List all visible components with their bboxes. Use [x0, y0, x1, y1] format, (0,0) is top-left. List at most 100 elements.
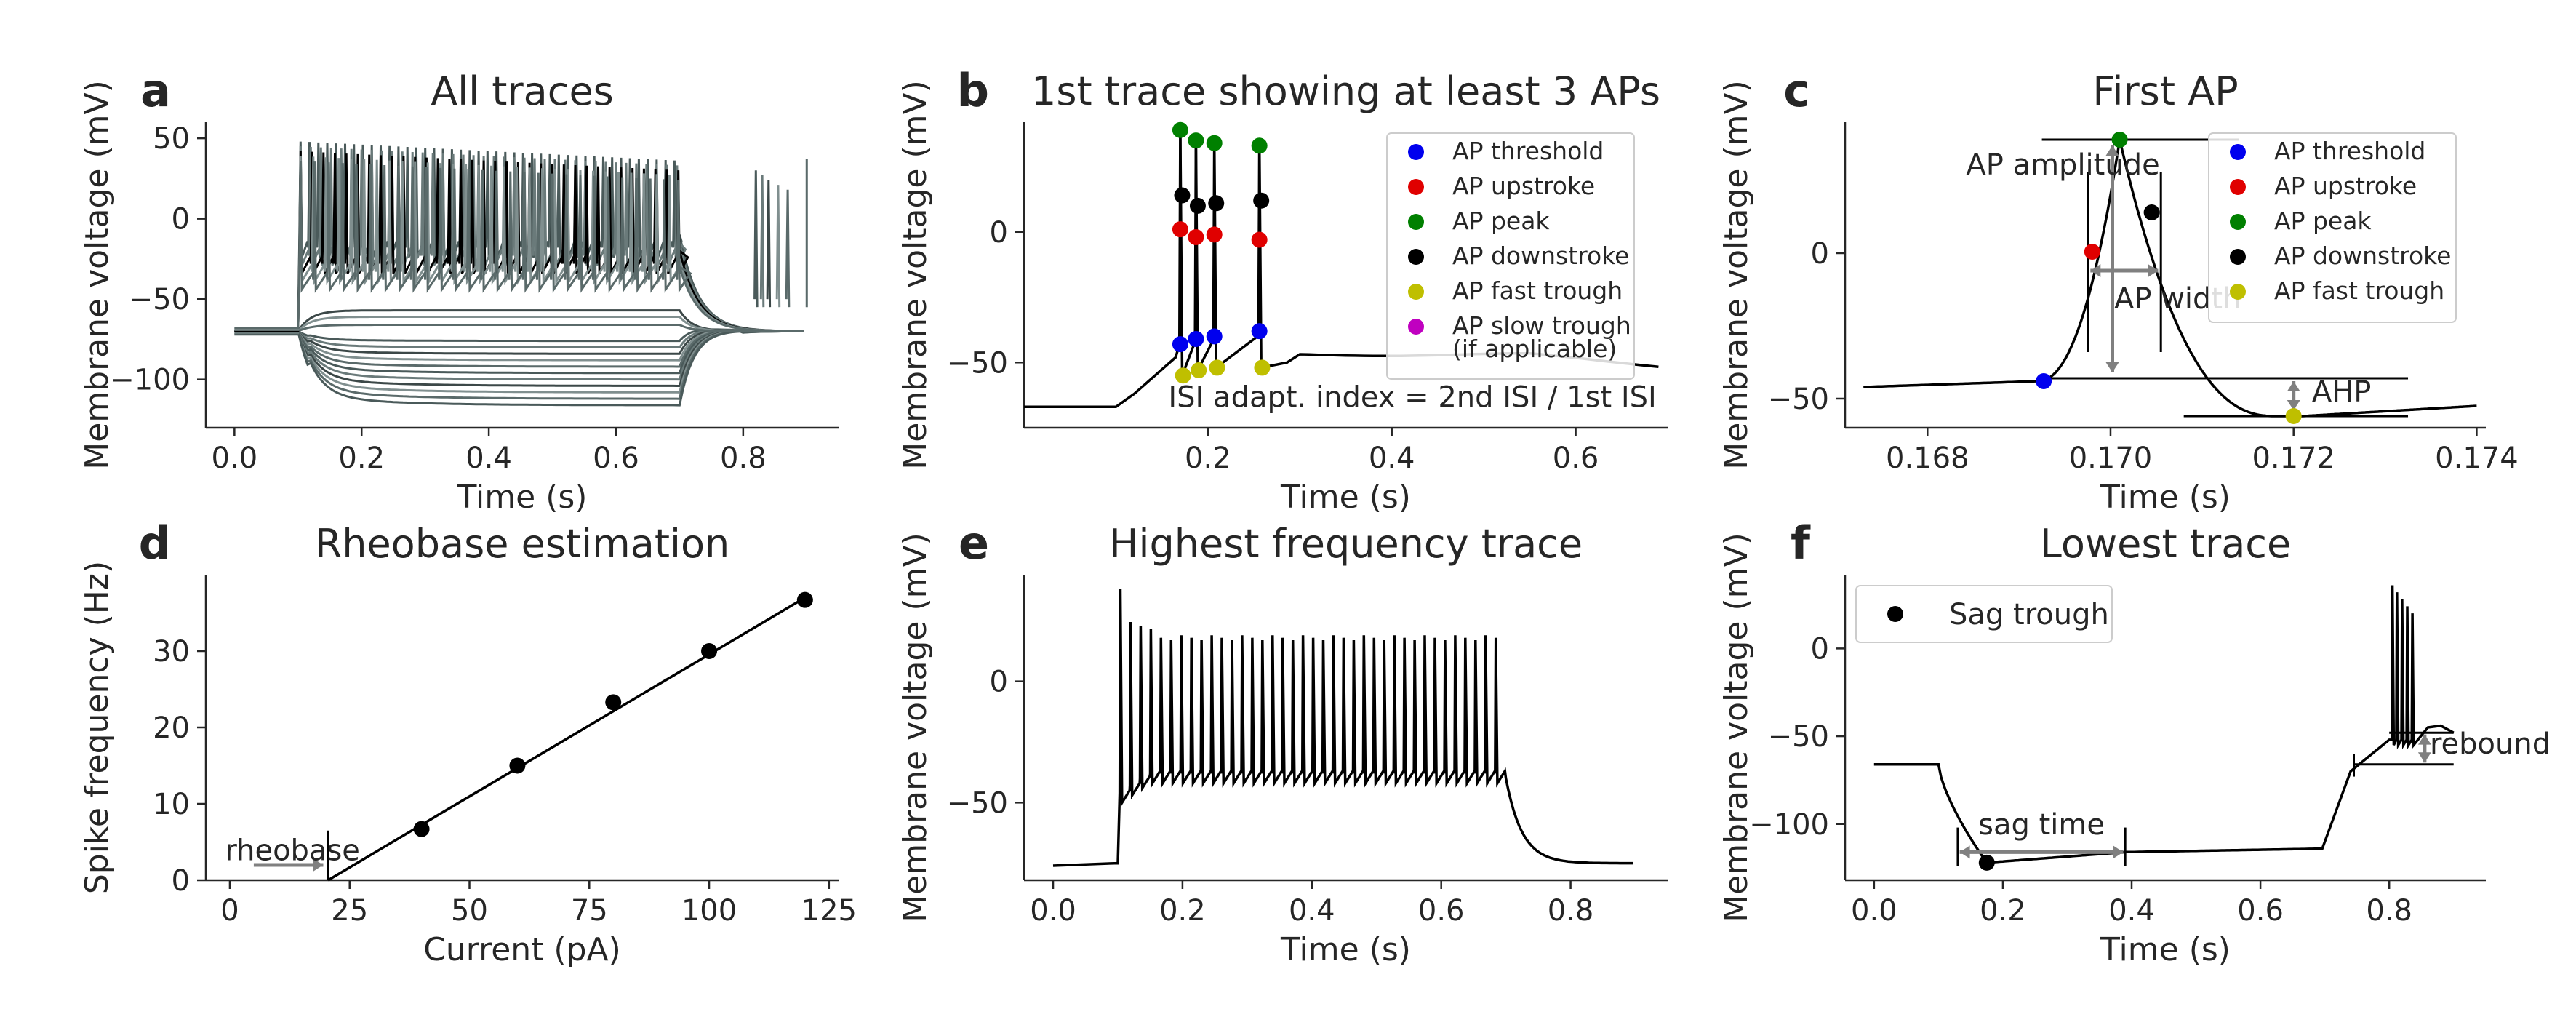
y-tick-label: −50 [1768, 383, 1829, 416]
y-tick-label: 0 [990, 216, 1008, 250]
sag-time-arrow-head-start [1959, 845, 1970, 859]
data-point [796, 591, 813, 608]
trace-line [234, 324, 804, 332]
legend-marker [1408, 179, 1424, 195]
fit-line [327, 596, 806, 882]
legend [2208, 132, 2457, 323]
sag-time-label: sag time [1978, 808, 2105, 842]
legend-label-line2: (if applicable) [1452, 335, 1617, 363]
ap-upstroke-point [1206, 226, 1223, 243]
trace-line [1052, 589, 1633, 867]
y-axis-label: Membrane voltage (mV) [1718, 80, 1755, 470]
panel-letter: e [959, 516, 989, 570]
panel-letter: a [140, 64, 171, 117]
isi-annotation: ISI adapt. index = 2nd ISI / 1st ISI [1168, 380, 1656, 414]
x-axis-label: Time (s) [2100, 931, 2231, 968]
x-tick-label: 0.8 [720, 442, 767, 475]
y-tick-label: 0 [172, 864, 190, 898]
ap-upstroke-point [1188, 228, 1204, 245]
x-axis-label: Current (pA) [423, 931, 621, 968]
ap-peak-point [2111, 132, 2128, 148]
panel-e: 0.0 0.2 0.4 0.6 0.8 −50 0 Highest frequency tra… [897, 516, 1668, 968]
y-tick-label: 30 [153, 635, 190, 669]
trace-line [1873, 585, 2455, 864]
y-tick-label: 0 [990, 666, 1008, 699]
x-tick-label: 0.2 [1980, 894, 2026, 928]
legend-label: AP upstroke [1452, 172, 1595, 200]
trace-group [234, 141, 808, 407]
legend-label: AP threshold [1452, 137, 1604, 165]
legend-marker [2230, 179, 2246, 195]
ap-downstroke-point [2143, 204, 2160, 220]
x-tick-label: 125 [801, 894, 857, 928]
x-tick-label: 0.4 [2108, 894, 2155, 928]
ap-threshold-point [1188, 330, 1204, 347]
ap-fast-trough-point [1175, 367, 1191, 384]
x-tick-label: 0.0 [212, 442, 258, 475]
x-tick-label: 0.0 [1851, 894, 1897, 928]
panel-c: 0.168 0.170 0.172 0.174 −50 0 First AP c Time (s… [1718, 64, 2519, 516]
ap-peak-point [1172, 121, 1188, 138]
y-tick-label: −100 [1749, 808, 1829, 842]
width-arrow-head-start [2090, 264, 2101, 277]
ap-threshold-point [1206, 328, 1223, 345]
x-tick-label: 0.4 [465, 442, 512, 475]
legend-marker [1408, 214, 1424, 230]
legend-label: AP slow trough [1452, 311, 1631, 340]
legend-marker [2230, 144, 2246, 160]
y-tick-label: 0 [172, 203, 190, 236]
ap-fast-trough-point [1254, 359, 1271, 376]
panel-title: Lowest trace [2040, 521, 2291, 567]
panel-title: 1st trace showing at least 3 APs [1031, 68, 1660, 114]
trace-line [234, 161, 804, 332]
ahp-arrow-head-start [2287, 381, 2300, 391]
data-point [413, 821, 430, 837]
y-tick-label: 0 [1811, 632, 1829, 666]
y-tick-label: −100 [110, 364, 190, 397]
legend-label: AP peak [2274, 207, 2372, 235]
x-axis-label: Time (s) [2100, 479, 2231, 516]
panel-f: 0.0 0.2 0.4 0.6 0.8 −100 −50 0 Lowest trace f Time… [1718, 516, 2551, 968]
legend-label: AP upstroke [2274, 172, 2417, 200]
legend-label: AP threshold [2274, 137, 2425, 165]
y-tick-label: 0 [1811, 237, 1829, 271]
legend-marker [2230, 214, 2246, 230]
rheobase-arrow-head [313, 858, 324, 872]
rebound-spike [759, 175, 765, 308]
data-point [605, 694, 622, 711]
y-tick-label: 50 [153, 122, 190, 156]
x-tick-label: 0 [220, 894, 239, 928]
legend [1855, 585, 2113, 643]
y-tick-label: −50 [129, 283, 190, 316]
x-tick-label: 0.6 [2237, 894, 2284, 928]
x-axis-label: Time (s) [1280, 931, 1411, 968]
legend-marker [2230, 249, 2246, 265]
legend-marker [1408, 319, 1424, 335]
ap-upstroke-point [1251, 231, 1268, 248]
legend-marker [1408, 249, 1424, 265]
legend-marker [1887, 606, 1903, 622]
ap-peak-point [1251, 137, 1268, 154]
x-tick-label: 0.6 [1418, 894, 1465, 928]
rebound-spike [775, 185, 781, 308]
sag-trough-point [1978, 854, 1995, 871]
sag-time-arrow-head [2113, 845, 2124, 859]
x-tick-label: 75 [571, 894, 608, 928]
x-tick-label: 0.2 [1159, 894, 1206, 928]
x-tick-label: 0.8 [1548, 894, 1594, 928]
panel-d: 0 25 50 75 100 125 0 10 20 30 Rheobase estimation d… [79, 516, 857, 968]
x-tick-label: 0.0 [1030, 894, 1076, 928]
y-axis-label: Membrane voltage (mV) [79, 80, 116, 470]
ap-trace-line [1863, 139, 2477, 418]
data-point [509, 757, 526, 774]
panel-letter: c [1783, 64, 1810, 117]
x-axis-label: Time (s) [457, 479, 588, 516]
x-tick-label: 0.8 [2366, 894, 2412, 928]
x-tick-label: 0.4 [1369, 442, 1415, 475]
panel-title: Rheobase estimation [315, 521, 730, 567]
legend-label: AP downstroke [2274, 242, 2451, 270]
trace-line [234, 330, 804, 407]
ap-amplitude-label: AP amplitude [1966, 148, 2159, 182]
y-axis-label: Membrane voltage (mV) [897, 533, 934, 922]
trace-line [234, 151, 804, 332]
